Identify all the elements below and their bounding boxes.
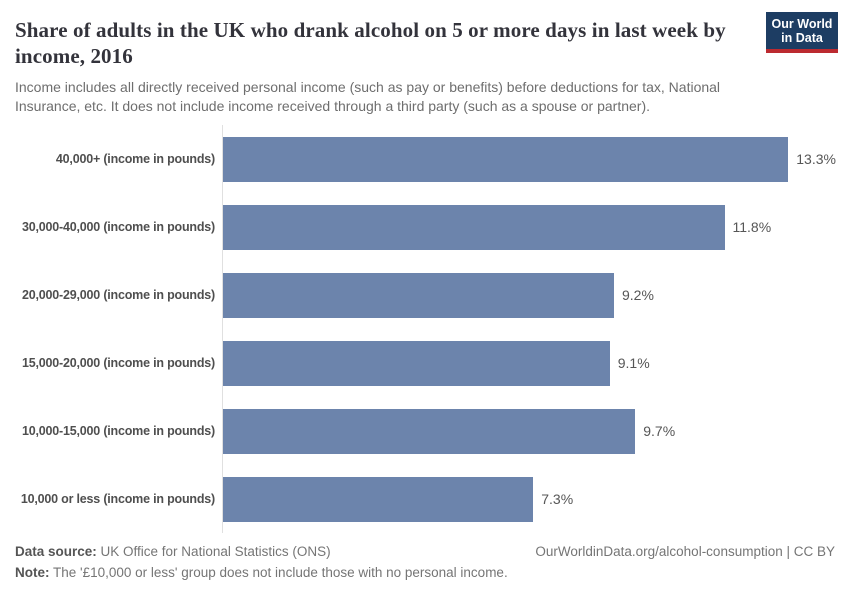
bar-area: 11.8%: [222, 193, 850, 261]
bar-value-label: 9.7%: [643, 423, 676, 439]
bar-value-label: 9.2%: [622, 287, 654, 303]
category-label: 15,000-20,000 (income in pounds): [0, 356, 222, 370]
data-source-label: Data source:: [15, 544, 97, 559]
bar[interactable]: [223, 204, 725, 250]
bar-chart: 40,000+ (income in pounds) 13.3% 30,000-40…: [0, 125, 850, 533]
chart-title: Share of adults in the UK who drank alco…: [15, 18, 726, 68]
bar[interactable]: [223, 340, 610, 386]
chart-row: 10,000 or less (income in pounds) 7.3%: [0, 465, 850, 533]
chart-row: 40,000+ (income in pounds) 13.3%: [0, 125, 850, 193]
chart-row: 10,000-15,000 (income in pounds) 9.7%: [0, 397, 850, 465]
category-label-text: 20,000-29,000 (income in pounds): [22, 288, 215, 302]
chart-row: 20,000-29,000 (income in pounds) 9.2%: [0, 261, 850, 329]
category-label-text: 10,000 or less (income in pounds): [20, 492, 215, 506]
category-label: 40,000+ (income in pounds): [0, 152, 222, 166]
category-label-text: 40,000+ (income in pounds): [55, 152, 215, 166]
chart-footer: Data source: UK Office for National Stat…: [15, 541, 835, 583]
chart-row: 30,000-40,000 (income in pounds) 11.8%: [0, 193, 850, 261]
chart-subtitle: Income includes all directly received pe…: [15, 79, 721, 114]
note-label: Note:: [15, 565, 50, 580]
bar-area: 9.7%: [222, 397, 850, 465]
bar-area: 13.3%: [222, 125, 850, 193]
bar-value-label: 7.3%: [541, 491, 574, 507]
chart-header: Share of adults in the UK who drank alco…: [0, 0, 850, 116]
category-label-text: 10,000-15,000 (income in pounds): [22, 424, 215, 438]
category-label: 30,000-40,000 (income in pounds): [0, 220, 222, 234]
bar-value-label: 11.8%: [732, 219, 772, 235]
category-label-text: 30,000-40,000 (income in pounds): [22, 220, 215, 234]
data-source-line: Data source: UK Office for National Stat…: [15, 541, 331, 562]
bar-area: 7.3%: [222, 465, 850, 533]
category-label: 20,000-29,000 (income in pounds): [0, 288, 222, 302]
chart-row: 15,000-20,000 (income in pounds) 9.1%: [0, 329, 850, 397]
data-source-text: UK Office for National Statistics (ONS): [96, 544, 331, 559]
owid-logo[interactable]: Our World in Data: [766, 12, 838, 53]
bar[interactable]: [223, 136, 789, 182]
bar-value-label: 13.3%: [796, 151, 836, 167]
bar-value-label: 9.1%: [617, 355, 650, 371]
bar-area: 9.2%: [222, 261, 850, 329]
owid-logo-line1: Our World: [771, 17, 833, 31]
note-text: The '£10,000 or less' group does not inc…: [49, 565, 508, 580]
bar[interactable]: [223, 272, 614, 318]
owid-logo-line2: in Data: [781, 31, 823, 45]
credit-link[interactable]: OurWorldinData.org/alcohol-consumption |…: [535, 544, 835, 559]
category-label: 10,000 or less (income in pounds): [0, 492, 222, 506]
category-label-text: 15,000-20,000 (income in pounds): [22, 356, 215, 370]
bar-area: 9.1%: [222, 329, 850, 397]
bar[interactable]: [223, 408, 636, 454]
bar[interactable]: [223, 476, 534, 522]
note-line: Note: The '£10,000 or less' group does n…: [15, 562, 835, 583]
category-label: 10,000-15,000 (income in pounds): [0, 424, 222, 438]
